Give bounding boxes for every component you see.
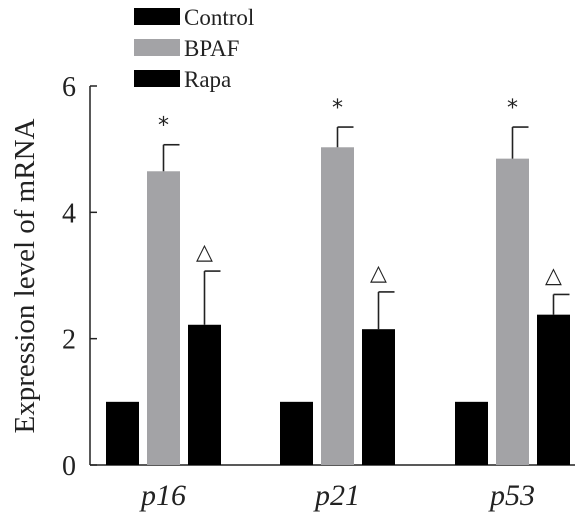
legend-swatch-rapa <box>134 70 180 87</box>
legend-swatch-bpaf <box>134 39 180 56</box>
significance-marker: * <box>158 114 169 139</box>
legend: Control BPAF Rapa <box>134 5 254 92</box>
y-tick-label: 2 <box>62 325 76 356</box>
bar-rapa-p53 <box>537 314 570 465</box>
y-axis-label: Expression level of mRNA <box>9 118 41 433</box>
significance-marker: △ <box>196 240 213 265</box>
bar-control-p21 <box>280 401 313 465</box>
bar-control-p53 <box>455 401 488 465</box>
bar-bpaf-p53 <box>496 158 529 465</box>
legend-label-rapa: Rapa <box>184 67 231 92</box>
x-tick-label: p16 <box>139 479 186 512</box>
y-tick-label: 0 <box>62 451 76 482</box>
bar-control-p16 <box>106 401 139 465</box>
significance-marker: △ <box>370 261 387 286</box>
bar-bpaf-p16 <box>147 171 180 465</box>
bar-bpaf-p21 <box>321 147 354 465</box>
x-tick-label: p53 <box>488 479 535 512</box>
bar-rapa-p21 <box>362 329 395 465</box>
significance-marker: * <box>507 96 518 121</box>
significance-marker: △ <box>545 263 562 288</box>
significance-marker: * <box>332 96 343 121</box>
legend-label-bpaf: BPAF <box>184 36 239 61</box>
plot-area: 0 2 4 6 * △ p16 * △ p21 * △ p53 <box>62 72 575 512</box>
bar-rapa-p16 <box>188 324 221 465</box>
y-tick-label: 4 <box>62 198 76 229</box>
y-tick-label: 6 <box>62 72 76 103</box>
legend-swatch-control <box>134 8 180 25</box>
x-tick-label: p21 <box>313 479 360 512</box>
legend-label-control: Control <box>184 5 254 30</box>
